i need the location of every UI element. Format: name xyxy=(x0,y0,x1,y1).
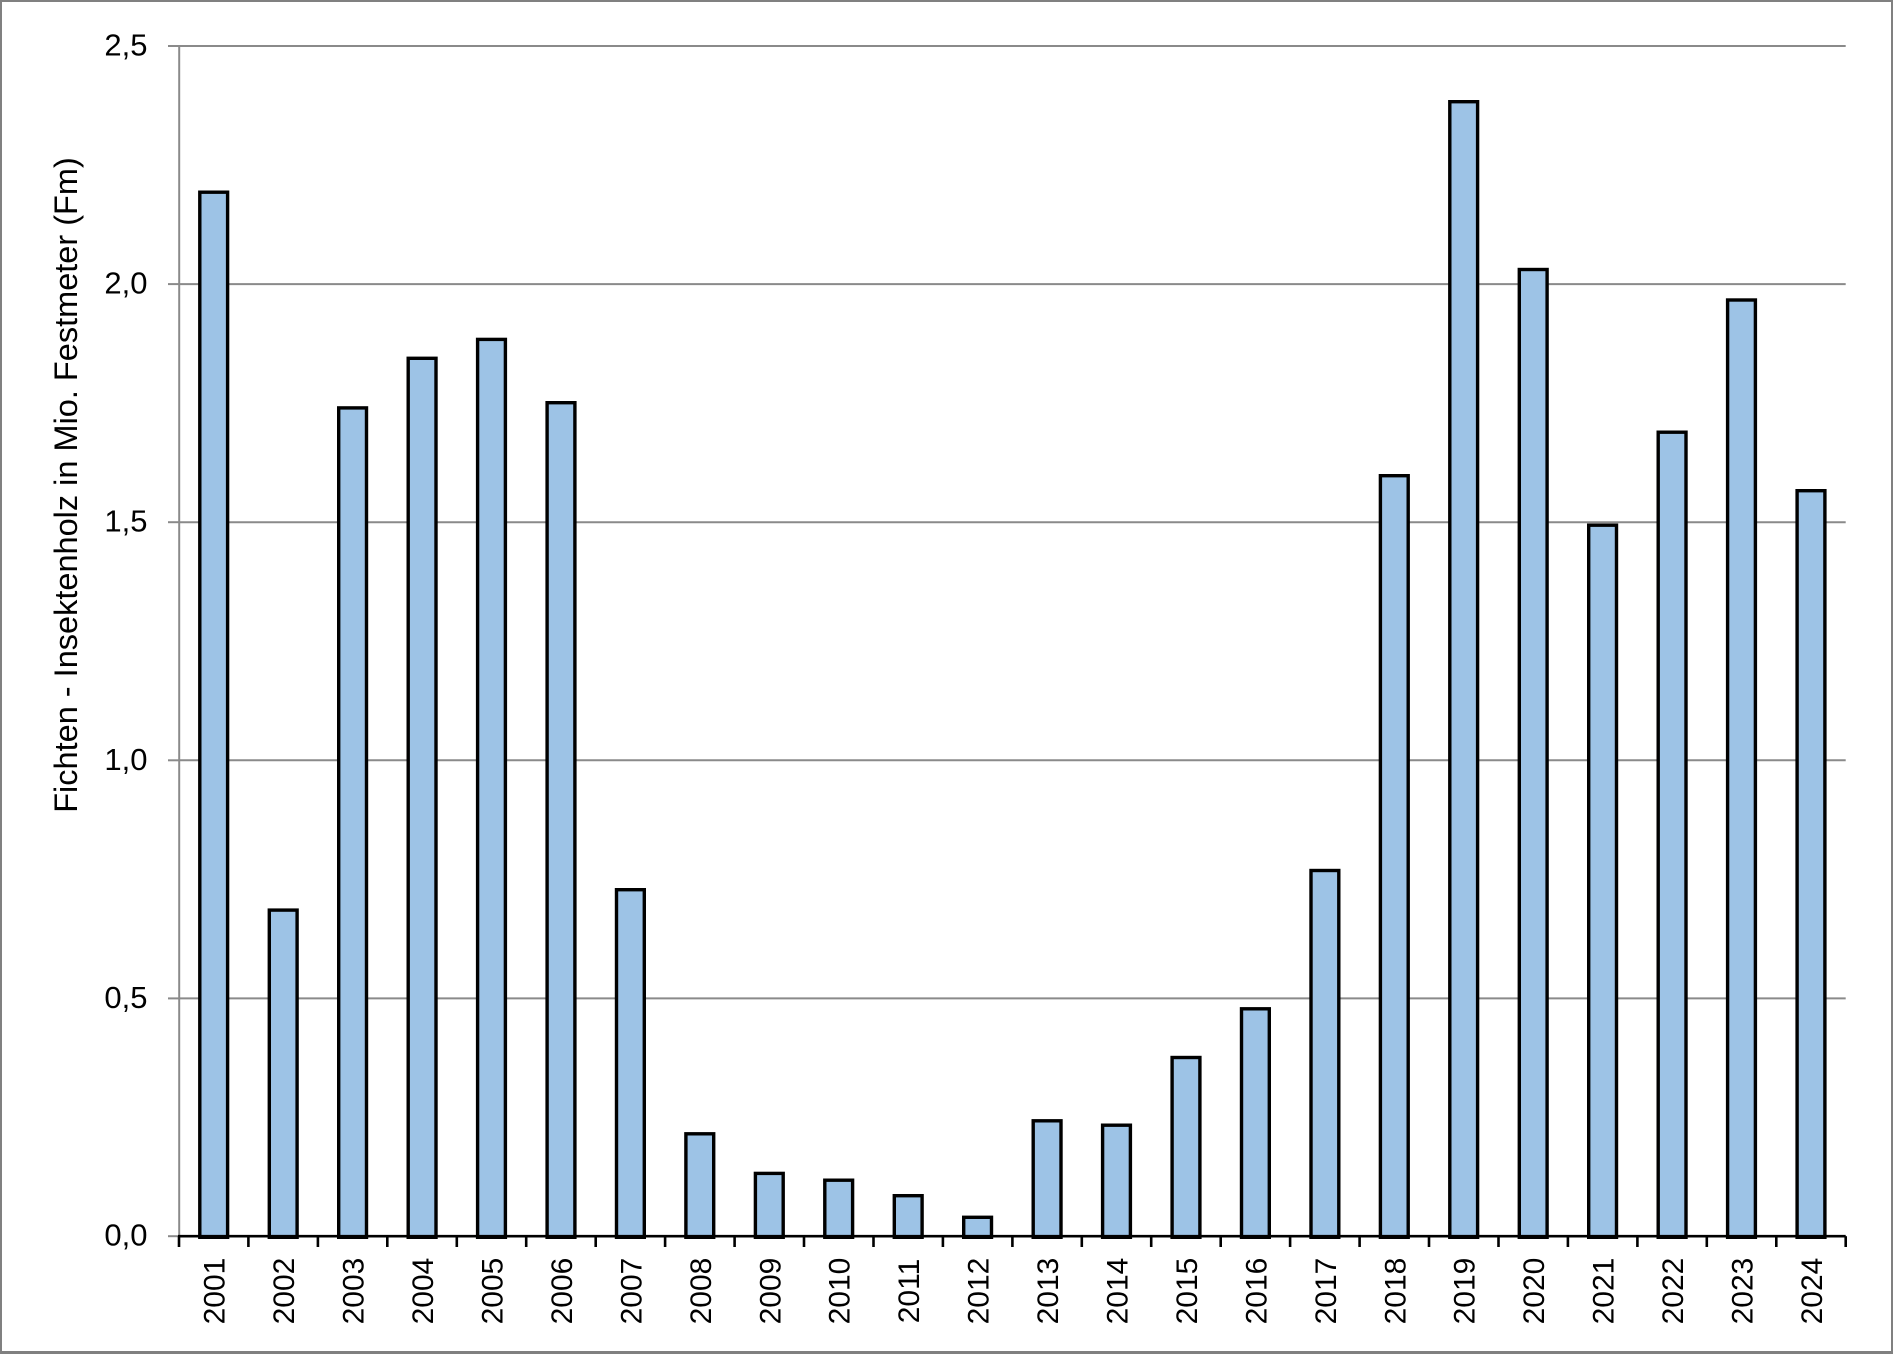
svg-text:Fichten - Insektenholz in Mio.: Fichten - Insektenholz in Mio. Festmeter… xyxy=(48,157,84,813)
svg-text:2009: 2009 xyxy=(754,1258,787,1325)
svg-text:2024: 2024 xyxy=(1796,1258,1829,1325)
svg-text:2,5: 2,5 xyxy=(104,28,147,63)
svg-text:2018: 2018 xyxy=(1379,1258,1412,1325)
svg-text:2021: 2021 xyxy=(1588,1258,1621,1325)
svg-text:2003: 2003 xyxy=(338,1258,371,1325)
svg-text:2011: 2011 xyxy=(893,1259,926,1324)
svg-text:2022: 2022 xyxy=(1657,1258,1690,1325)
svg-text:2008: 2008 xyxy=(685,1258,718,1325)
svg-text:2020: 2020 xyxy=(1518,1258,1551,1325)
svg-text:2010: 2010 xyxy=(824,1258,857,1325)
svg-text:2,0: 2,0 xyxy=(104,266,147,301)
svg-text:2007: 2007 xyxy=(615,1258,648,1325)
svg-text:2013: 2013 xyxy=(1032,1258,1065,1325)
svg-text:2014: 2014 xyxy=(1102,1258,1135,1325)
svg-text:1,5: 1,5 xyxy=(104,504,147,539)
svg-text:2015: 2015 xyxy=(1171,1258,1204,1325)
svg-text:2005: 2005 xyxy=(477,1258,510,1325)
svg-text:2016: 2016 xyxy=(1240,1258,1273,1325)
svg-text:2001: 2001 xyxy=(199,1258,232,1325)
svg-text:0,0: 0,0 xyxy=(104,1218,147,1253)
svg-text:2012: 2012 xyxy=(963,1258,996,1325)
svg-text:2006: 2006 xyxy=(546,1258,579,1325)
svg-text:2017: 2017 xyxy=(1310,1258,1343,1325)
svg-text:2023: 2023 xyxy=(1727,1258,1760,1325)
svg-text:2019: 2019 xyxy=(1449,1258,1482,1325)
svg-text:1,0: 1,0 xyxy=(104,742,147,777)
svg-text:2004: 2004 xyxy=(407,1258,440,1325)
svg-text:2002: 2002 xyxy=(268,1258,301,1325)
svg-text:0,5: 0,5 xyxy=(104,980,147,1015)
